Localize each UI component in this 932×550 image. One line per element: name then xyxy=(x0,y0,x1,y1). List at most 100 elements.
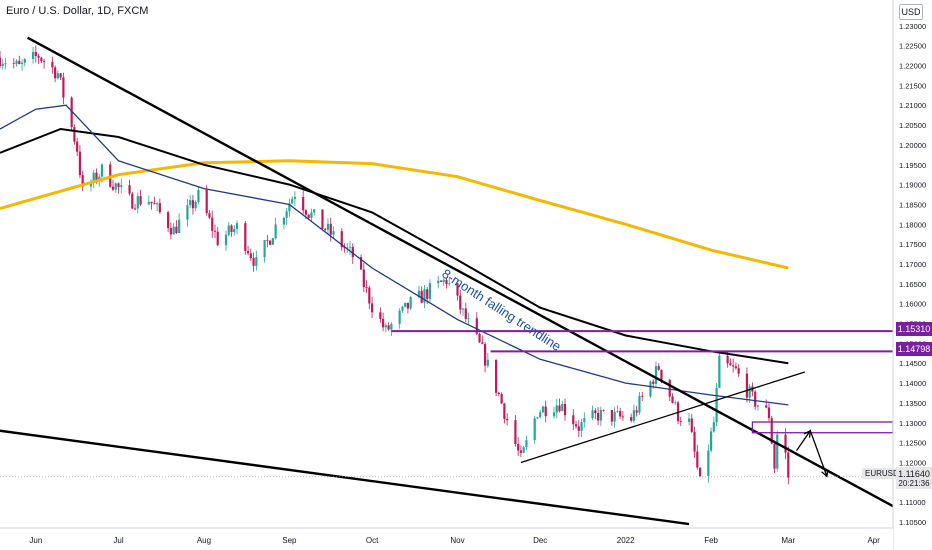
moving-average-line-2 xyxy=(0,127,789,365)
candle-body xyxy=(486,359,489,366)
candle-body xyxy=(78,151,82,176)
x-tick-label: Dec xyxy=(533,536,547,545)
candle-body xyxy=(632,410,636,421)
y-tick-label: 1.20500 xyxy=(899,121,926,130)
candle-body xyxy=(709,431,713,451)
x-tick-label: 2022 xyxy=(617,536,635,545)
candle-body xyxy=(346,247,349,249)
candle-body xyxy=(216,231,219,246)
candle-body xyxy=(89,182,93,187)
candle-body xyxy=(638,396,641,413)
candle-body xyxy=(756,405,760,407)
candle-body xyxy=(442,279,445,282)
y-tick-label: 1.16500 xyxy=(899,280,926,289)
supply-zone-box xyxy=(751,421,894,434)
candle-body xyxy=(40,57,43,61)
candle-body xyxy=(726,355,729,364)
candle-body xyxy=(657,366,660,370)
candle-body xyxy=(34,51,37,56)
y-tick-label: 1.23000 xyxy=(899,22,926,31)
candle-body xyxy=(707,450,710,477)
candle-body xyxy=(745,373,749,398)
candle-body xyxy=(186,205,189,220)
candle-body xyxy=(784,434,787,453)
candle-body xyxy=(343,247,346,249)
candle-body xyxy=(274,224,277,239)
last-price-tag: 1.11640 xyxy=(896,467,932,481)
candle-body xyxy=(390,323,393,330)
y-tick-label: 1.16000 xyxy=(899,300,926,309)
candle-body xyxy=(293,197,297,200)
price-axis-bg xyxy=(893,0,932,550)
candle-body xyxy=(266,240,269,241)
y-tick-label: 1.20000 xyxy=(899,141,926,150)
candle-body xyxy=(368,287,371,304)
candle-body xyxy=(288,203,291,212)
candle-body xyxy=(310,212,313,218)
y-tick-label: 1.22000 xyxy=(899,62,926,71)
candle-body xyxy=(696,451,699,468)
candle-body xyxy=(208,213,211,218)
candle-body xyxy=(244,223,247,252)
candle-body xyxy=(227,225,230,235)
candle-body xyxy=(671,396,674,403)
y-tick-label: 1.13500 xyxy=(899,399,926,408)
candle-body xyxy=(404,302,407,307)
candle-body xyxy=(729,363,732,366)
candle-body xyxy=(255,257,258,266)
candle-body xyxy=(591,410,594,419)
overlay-layer: 8-month falling trendline xyxy=(0,36,894,526)
candle-body xyxy=(439,280,443,282)
candle-body xyxy=(324,228,327,230)
candle-body xyxy=(519,450,523,453)
candle-body xyxy=(583,418,586,423)
candle-body xyxy=(398,310,401,324)
candle-body xyxy=(420,290,423,303)
candle-body xyxy=(517,443,520,451)
x-tick-label: Apr xyxy=(867,536,880,545)
y-tick-label: 1.17000 xyxy=(899,260,926,269)
candle-body xyxy=(544,406,547,417)
candle-body xyxy=(737,368,740,374)
y-tick-label: 1.19500 xyxy=(899,161,926,170)
moving-average-line-1 xyxy=(0,159,789,270)
candle-body xyxy=(370,303,374,313)
candle-body xyxy=(401,306,404,311)
forecast-arrowhead-down xyxy=(821,469,829,478)
candle-body xyxy=(765,405,768,408)
candle-body xyxy=(445,279,448,285)
candle-body xyxy=(698,467,702,477)
candle-body xyxy=(111,186,115,190)
candle-body xyxy=(194,201,197,209)
candle-body xyxy=(0,57,2,66)
candle-body xyxy=(269,240,272,245)
candle-body xyxy=(770,418,773,444)
candle-body xyxy=(616,411,619,412)
candle-body xyxy=(481,342,484,344)
candle-body xyxy=(304,210,308,215)
candle-body xyxy=(139,196,142,205)
candle-body xyxy=(249,253,252,258)
candles-layer xyxy=(0,45,790,485)
candle-body xyxy=(359,257,363,270)
candle-body xyxy=(613,411,616,422)
candle-body xyxy=(235,223,239,229)
candle-body xyxy=(552,412,556,417)
candle-body xyxy=(577,426,580,431)
candle-body xyxy=(649,381,652,397)
candle-body xyxy=(732,365,735,367)
candle-body xyxy=(456,283,459,296)
candle-body xyxy=(313,209,316,213)
candle-body xyxy=(379,312,382,319)
candle-body xyxy=(660,369,663,380)
currency-badge[interactable]: USD xyxy=(899,4,923,20)
candle-body xyxy=(365,287,368,288)
candle-body xyxy=(169,228,172,235)
candle-body xyxy=(172,226,175,235)
candle-body xyxy=(448,283,451,285)
candle-body xyxy=(387,325,390,330)
y-tick-label: 1.21000 xyxy=(899,101,926,110)
candle-body xyxy=(409,297,412,309)
candle-body xyxy=(20,62,24,65)
